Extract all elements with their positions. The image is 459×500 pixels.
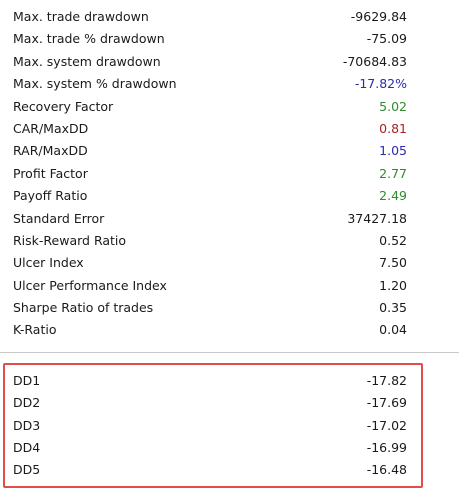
- stat-label: Profit Factor: [13, 165, 88, 181]
- stat-label: Ulcer Index: [13, 255, 84, 271]
- stat-row-car-maxdd: CAR/MaxDD 0.81: [0, 118, 459, 140]
- stat-row-recovery-factor: Recovery Factor 5.02: [0, 96, 459, 118]
- stat-row-max-system-drawdown: Max. system drawdown -70684.83: [0, 51, 459, 73]
- stat-label: Max. system % drawdown: [13, 76, 177, 92]
- drawdown-value: -16.48: [366, 462, 407, 478]
- drawdown-value: -17.82: [366, 373, 407, 388]
- stat-value: 2.49: [379, 188, 407, 204]
- stat-row-standard-error: Standard Error 37427.18: [0, 208, 459, 230]
- drawdown-row-dd4: DD4 -16.99: [0, 437, 459, 459]
- drawdown-value: -17.02: [366, 417, 407, 433]
- stat-label: Sharpe Ratio of trades: [13, 300, 154, 316]
- stat-row-ulcer-performance-index: Ulcer Performance Index 1.20: [0, 275, 459, 297]
- stat-row-payoff-ratio: Payoff Ratio 2.49: [0, 185, 459, 207]
- drawdown-list: DD1 -17.82 DD2 -17.69 DD3 -17.02 DD4 -16…: [0, 370, 459, 481]
- drawdown-row-dd5: DD5 -16.48: [0, 459, 459, 481]
- stat-value: 1.05: [379, 143, 407, 159]
- stat-label: Max. system drawdown: [13, 53, 161, 69]
- stat-value: 0.35: [379, 300, 407, 316]
- drawdown-label: DD4: [13, 439, 41, 455]
- drawdown-row-dd1: DD1 -17.82: [0, 370, 459, 392]
- stat-row-k-ratio: K-Ratio 0.04: [0, 319, 459, 341]
- stat-label: K-Ratio: [13, 322, 57, 338]
- stat-row-risk-reward-ratio: Risk-Reward Ratio 0.52: [0, 230, 459, 252]
- drawdown-label: DD2: [13, 395, 41, 411]
- stat-value: 7.50: [379, 255, 407, 271]
- stat-row-ulcer-index: Ulcer Index 7.50: [0, 252, 459, 274]
- statistics-table: Max. trade drawdown -9629.84 Max. trade …: [0, 6, 459, 342]
- stat-row-max-trade-pct-drawdown: Max. trade % drawdown -75.09: [0, 28, 459, 50]
- stat-value: -75.09: [366, 31, 407, 47]
- stat-label: Risk-Reward Ratio: [13, 232, 127, 248]
- stat-label: Recovery Factor: [13, 98, 114, 114]
- drawdown-value: -16.99: [366, 439, 407, 455]
- stat-value: 5.02: [379, 98, 407, 114]
- stat-value: 2.77: [379, 165, 407, 181]
- stat-value: 0.81: [379, 120, 407, 136]
- stat-label: RAR/MaxDD: [13, 143, 88, 159]
- stat-row-max-system-pct-drawdown: Max. system % drawdown -17.82%: [0, 73, 459, 95]
- stat-label: CAR/MaxDD: [13, 120, 89, 136]
- stat-value: 0.04: [379, 322, 407, 338]
- stat-label: Ulcer Performance Index: [13, 277, 167, 293]
- stat-value: 0.52: [379, 232, 407, 248]
- drawdown-row-dd3: DD3 -17.02: [0, 415, 459, 437]
- stat-label: Payoff Ratio: [13, 188, 88, 204]
- stat-row-sharpe-ratio: Sharpe Ratio of trades 0.35: [0, 297, 459, 319]
- drawdown-row-dd2: DD2 -17.69: [0, 392, 459, 414]
- stat-value: 1.20: [379, 277, 407, 293]
- stat-value: -17.82%: [354, 76, 407, 92]
- stat-row-max-trade-drawdown: Max. trade drawdown -9629.84: [0, 6, 459, 28]
- stat-label: Standard Error: [13, 210, 105, 226]
- drawdown-value: -17.69: [366, 395, 407, 411]
- stat-value: -9629.84: [350, 9, 407, 24]
- section-divider: [0, 352, 459, 353]
- stat-row-profit-factor: Profit Factor 2.77: [0, 163, 459, 185]
- drawdown-label: DD3: [13, 417, 41, 433]
- drawdown-label: DD1: [13, 373, 41, 388]
- stat-value: 37427.18: [347, 210, 407, 226]
- drawdown-highlight-box: [3, 363, 423, 488]
- stat-label: Max. trade % drawdown: [13, 31, 165, 47]
- drawdown-label: DD5: [13, 462, 41, 478]
- stat-value: -70684.83: [342, 53, 407, 69]
- stat-row-rar-maxdd: RAR/MaxDD 1.05: [0, 140, 459, 162]
- stat-label: Max. trade drawdown: [13, 9, 149, 24]
